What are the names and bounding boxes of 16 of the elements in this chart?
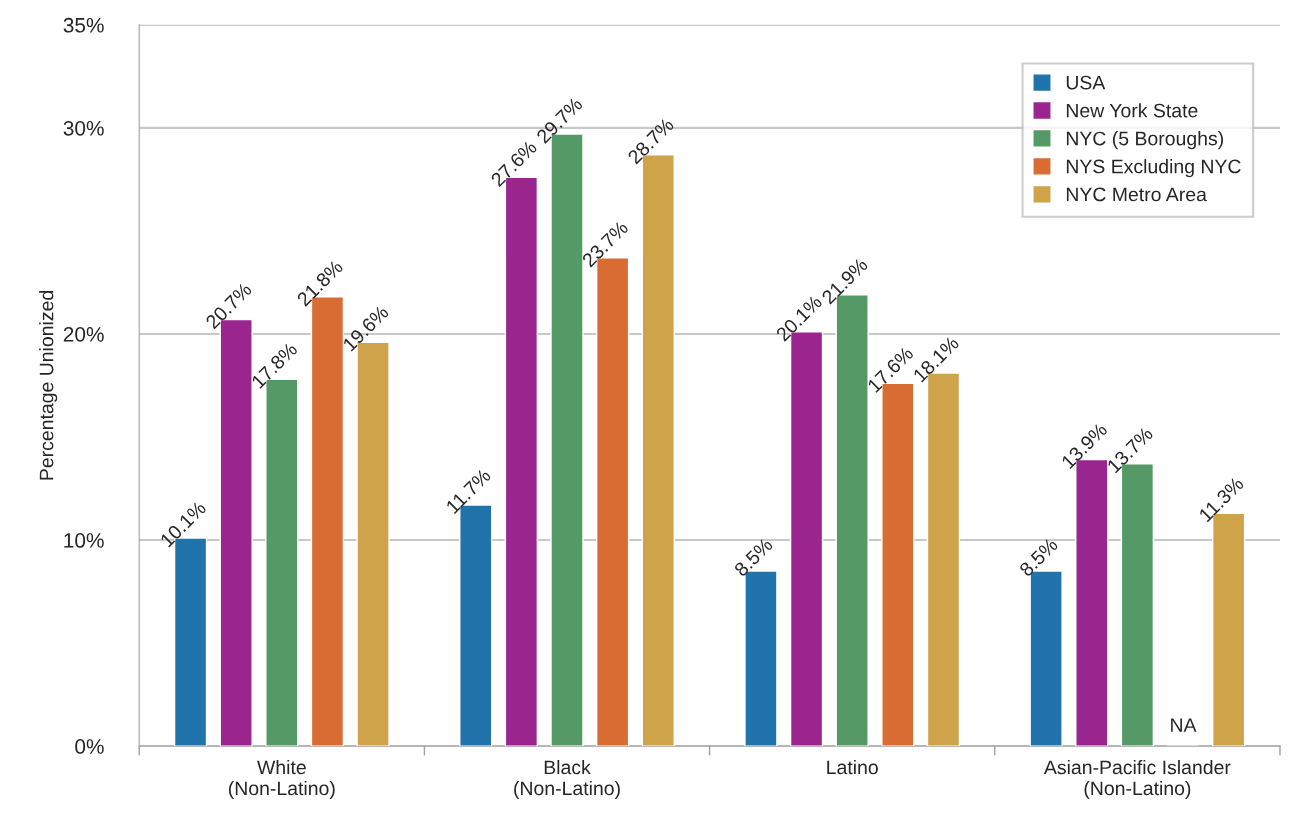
legend-label: USA — [1066, 75, 1106, 90]
legend-label: NYC (5 Boroughs) — [1066, 131, 1223, 150]
legend-label: New York State — [1066, 103, 1198, 118]
legend-label: NYC Metro Area — [1066, 187, 1207, 202]
text: NA — [1171, 718, 1197, 732]
x-tick-label: White (Non-Latino) — [228, 759, 335, 800]
y-axis-title: Percentage Unionized — [39, 291, 58, 480]
y-tick-label: 30% — [63, 120, 104, 136]
y-tick-label: 20% — [63, 326, 104, 342]
x-tick-label: Latino — [827, 759, 878, 775]
x-tick-label: Black (Non-Latino) — [514, 759, 620, 800]
x-tick-label: Asian-Pacific Islander (Non-Latino) — [1043, 759, 1231, 800]
legend-label: NYS Excluding NYC — [1066, 159, 1241, 178]
y-tick-label: 35% — [63, 17, 104, 33]
y-tick-label: 10% — [64, 533, 104, 548]
y-tick-label: 0% — [75, 739, 104, 754]
